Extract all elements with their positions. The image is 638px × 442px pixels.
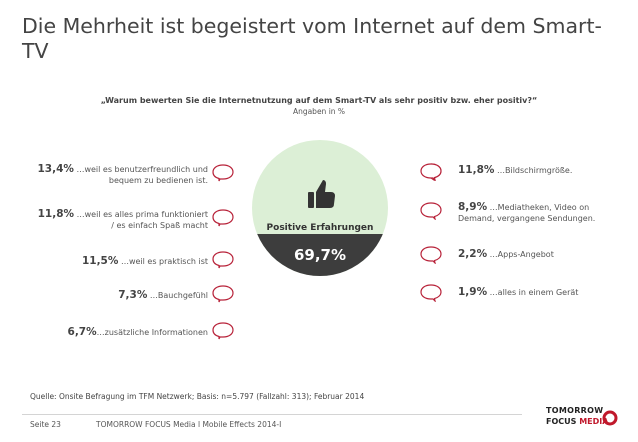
- center-circle-chart: Positive Erfahrungen 69,7%: [252, 140, 388, 276]
- source-note: Quelle: Onsite Befragung im TFM Netzwerk…: [30, 392, 365, 401]
- speech-bubble-icon: [212, 209, 234, 227]
- circle-value-label: 69,7%: [294, 246, 346, 264]
- reason-label: …weil es benutzerfreundlich und: [76, 165, 208, 174]
- speech-bubble-icon: [420, 246, 442, 264]
- footer-text: TOMORROW FOCUS Media l Mobile Effects 20…: [96, 420, 282, 429]
- reason-label: …weil es praktisch ist: [120, 257, 208, 266]
- reason-label-2: / es einfach Spaß macht: [111, 221, 208, 230]
- reason-pct: 11,8%: [458, 164, 495, 176]
- reason-pct: 2,2%: [458, 248, 488, 260]
- logo-ring-icon: [602, 410, 618, 426]
- reason-pct: 8,9%: [458, 201, 488, 213]
- reason-pct: 13,4%: [37, 163, 74, 175]
- speech-bubble-icon: [212, 322, 234, 340]
- page-number: Seite 23: [30, 420, 61, 429]
- reason-label: …Mediatheken, Video on: [489, 203, 590, 212]
- logo-line-1: TOMORROW: [546, 406, 604, 415]
- reason-left-1: 13,4% …weil es benutzerfreundlich und be…: [37, 164, 208, 186]
- reason-left-3: 11,5% …weil es praktisch ist: [82, 256, 208, 267]
- page-title: Die Mehrheit ist begeistert vom Internet…: [22, 14, 602, 63]
- thumbs-up-icon: [308, 180, 335, 208]
- reason-label: …weil es alles prima funktioniert: [76, 210, 208, 219]
- speech-bubble-icon: [420, 284, 442, 302]
- reason-right-1: 11,8% …Bildschirmgröße.: [458, 165, 572, 176]
- reason-label-2: Demand, vergangene Sendungen.: [458, 214, 596, 223]
- survey-question: „Warum bewerten Sie die Internetnutzung …: [100, 96, 538, 105]
- logo-word-media: MEDIA: [579, 417, 609, 426]
- reason-pct: 11,8%: [37, 208, 75, 220]
- logo-line-2: FOCUS MEDIA: [546, 417, 608, 426]
- reason-pct: 6,7%: [67, 326, 97, 338]
- speech-bubble-icon: [212, 285, 234, 303]
- reason-label: …zusätzliche Informationen: [96, 328, 208, 337]
- speech-bubble-icon: [212, 251, 234, 269]
- reason-label: …Apps-Angebot: [489, 250, 554, 259]
- reason-left-4: 7,3% …Bauchgefühl: [118, 290, 208, 301]
- reason-pct: 7,3%: [118, 289, 148, 301]
- reason-left-2: 11,8% …weil es alles prima funktioniert …: [38, 209, 208, 231]
- speech-bubble-icon: [420, 202, 442, 220]
- speech-bubble-icon: [212, 164, 234, 182]
- reason-label: …Bauchgefühl: [149, 291, 208, 300]
- reason-pct: 11,5%: [81, 255, 119, 267]
- reason-right-3: 2,2% …Apps-Angebot: [458, 249, 554, 260]
- survey-subtitle: Angaben in %: [292, 107, 346, 116]
- reason-pct: 1,9%: [458, 286, 488, 298]
- reason-label: …alles in einem Gerät: [489, 288, 579, 297]
- speech-bubble-icon: [420, 163, 442, 181]
- reason-left-5: 6,7%…zusätzliche Informationen: [68, 327, 208, 338]
- reason-right-2: 8,9% …Mediatheken, Video on Demand, verg…: [458, 202, 595, 224]
- footer-divider: [22, 414, 522, 415]
- reason-label-2: bequem zu bedienen ist.: [108, 176, 208, 185]
- tomorrow-focus-logo: TOMORROW FOCUS MEDIA: [546, 404, 618, 432]
- reason-right-4: 1,9% …alles in einem Gerät: [458, 287, 578, 298]
- reason-label: …Bildschirmgröße.: [496, 166, 573, 175]
- circle-caption: Positive Erfahrungen: [267, 223, 374, 233]
- logo-word-focus: FOCUS: [546, 417, 577, 426]
